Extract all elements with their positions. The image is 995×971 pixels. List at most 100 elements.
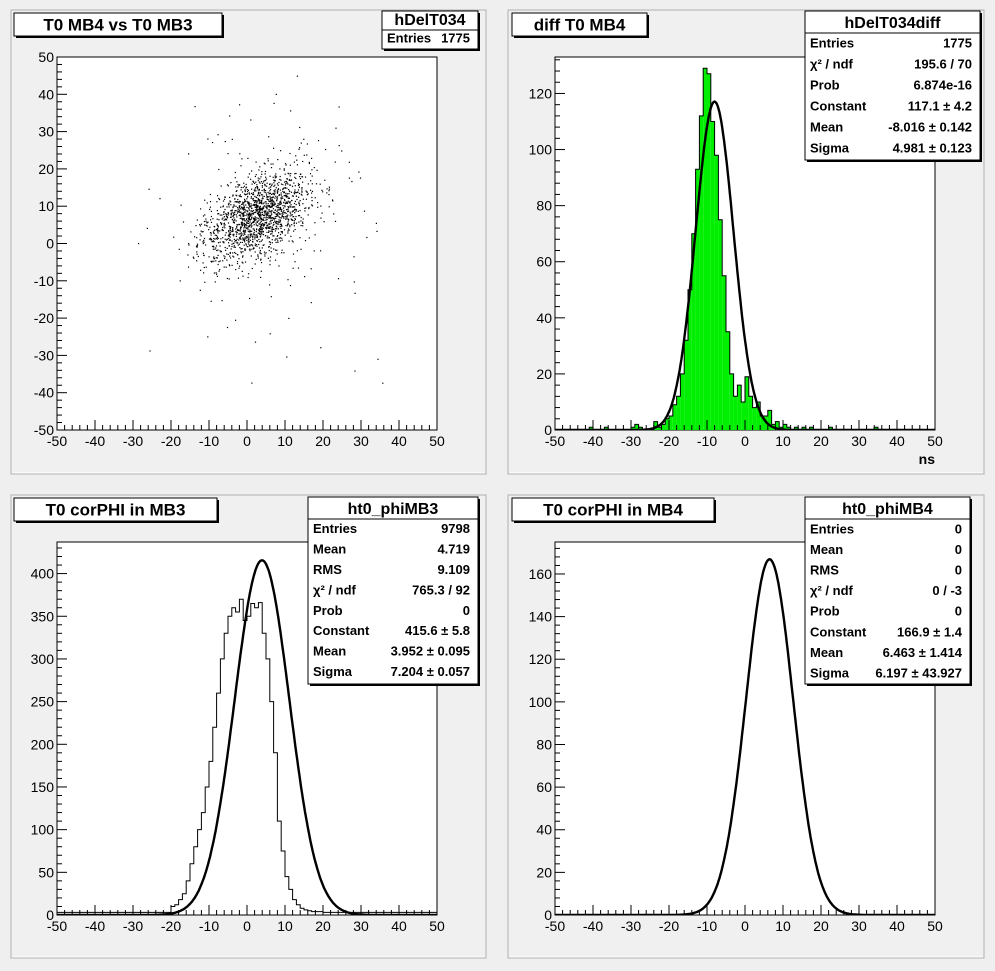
scatter-point xyxy=(225,218,227,220)
scatter-point xyxy=(244,209,246,211)
scatter-point xyxy=(273,102,275,104)
x-tick-label: 40 xyxy=(889,433,905,449)
scatter-point xyxy=(245,193,247,195)
scatter-point xyxy=(252,213,254,215)
scatter-point xyxy=(248,222,250,224)
scatter-point xyxy=(246,206,248,208)
scatter-point xyxy=(252,240,254,243)
scatter-point xyxy=(226,259,228,261)
scatter-point xyxy=(209,206,211,208)
scatter-point xyxy=(227,214,229,216)
scatter-point xyxy=(314,222,316,224)
stats-label: Prob xyxy=(313,603,343,618)
scatter-point xyxy=(272,224,274,226)
scatter-point xyxy=(294,189,296,191)
scatter-point xyxy=(247,220,249,222)
scatter-point xyxy=(259,202,262,204)
scatter-point xyxy=(260,225,262,227)
scatter-point xyxy=(366,236,368,239)
histogram-bar xyxy=(733,396,738,430)
scatter-point xyxy=(277,203,279,205)
scatter-point xyxy=(287,279,289,281)
scatter-point xyxy=(234,211,236,214)
scatter-point xyxy=(317,206,319,208)
scatter-point xyxy=(277,188,279,190)
scatter-point xyxy=(259,178,261,180)
y-tick-label: 50 xyxy=(38,864,54,880)
scatter-point xyxy=(260,221,262,223)
scatter-point xyxy=(255,211,257,213)
stats-label: Mean xyxy=(810,645,843,660)
scatter-point xyxy=(252,245,254,247)
scatter-point xyxy=(248,273,250,275)
scatter-point xyxy=(233,235,235,237)
scatter-point xyxy=(253,204,255,206)
scatter-point xyxy=(260,262,263,264)
scatter-point xyxy=(269,221,271,223)
scatter-point xyxy=(244,238,246,240)
scatter-point xyxy=(294,218,296,221)
scatter-point xyxy=(267,198,269,200)
scatter-point xyxy=(241,207,243,209)
scatter-point xyxy=(249,224,251,226)
histogram-bar xyxy=(672,404,677,430)
scatter-point xyxy=(288,317,290,319)
scatter-point xyxy=(241,218,243,220)
scatter-point xyxy=(247,214,249,216)
scatter-point xyxy=(240,221,242,224)
scatter-point xyxy=(252,221,254,223)
scatter-point xyxy=(272,202,274,205)
scatter-point xyxy=(268,210,270,212)
histogram-bar xyxy=(748,396,753,430)
histogram-bar xyxy=(695,169,700,430)
scatter-point xyxy=(291,224,293,226)
scatter-point xyxy=(237,211,239,213)
stats-label: Entries xyxy=(387,31,431,46)
scatter-point xyxy=(233,204,235,206)
scatter-point xyxy=(235,190,237,192)
scatter-point xyxy=(222,237,224,239)
scatter-point xyxy=(263,188,265,190)
scatter-point xyxy=(278,181,280,184)
scatter-point xyxy=(289,213,292,215)
histogram-bar xyxy=(745,376,749,430)
scatter-point xyxy=(286,178,288,180)
scatter-point xyxy=(224,246,226,249)
scatter-point xyxy=(251,210,253,212)
scatter-point xyxy=(267,226,269,228)
chart-title: diff T0 MB4 xyxy=(534,16,626,35)
scatter-point xyxy=(249,229,251,231)
scatter-point xyxy=(271,229,273,231)
scatter-point xyxy=(256,224,258,227)
scatter-point xyxy=(274,228,277,230)
scatter-point xyxy=(287,232,289,234)
y-tick-label: 40 xyxy=(536,822,552,838)
histogram-bar xyxy=(699,115,704,430)
scatter-point xyxy=(250,255,252,257)
x-tick-label: 20 xyxy=(315,918,331,934)
scatter-point xyxy=(217,249,219,251)
scatter-point xyxy=(265,252,267,254)
scatter-point xyxy=(234,239,237,242)
y-tick-label: 300 xyxy=(31,651,55,667)
scatter-point xyxy=(284,211,286,214)
scatter-point xyxy=(300,142,302,144)
scatter-point xyxy=(233,220,235,222)
x-tick-label: -20 xyxy=(161,433,181,449)
scatter-point xyxy=(260,259,262,261)
scatter-point xyxy=(196,260,198,262)
scatter-point xyxy=(244,231,246,233)
scatter-point xyxy=(272,176,274,178)
scatter-point xyxy=(298,196,300,198)
scatter-point xyxy=(231,138,233,140)
scatter-point xyxy=(237,224,239,226)
scatter-point xyxy=(254,341,257,343)
scatter-point xyxy=(274,189,276,191)
scatter-point xyxy=(240,212,242,214)
scatter-point xyxy=(240,228,242,230)
scatter-point xyxy=(199,233,201,235)
scatter-point xyxy=(297,267,300,269)
scatter-point xyxy=(207,336,209,338)
title-box-shadow xyxy=(647,15,649,38)
scatter-point xyxy=(292,195,294,197)
